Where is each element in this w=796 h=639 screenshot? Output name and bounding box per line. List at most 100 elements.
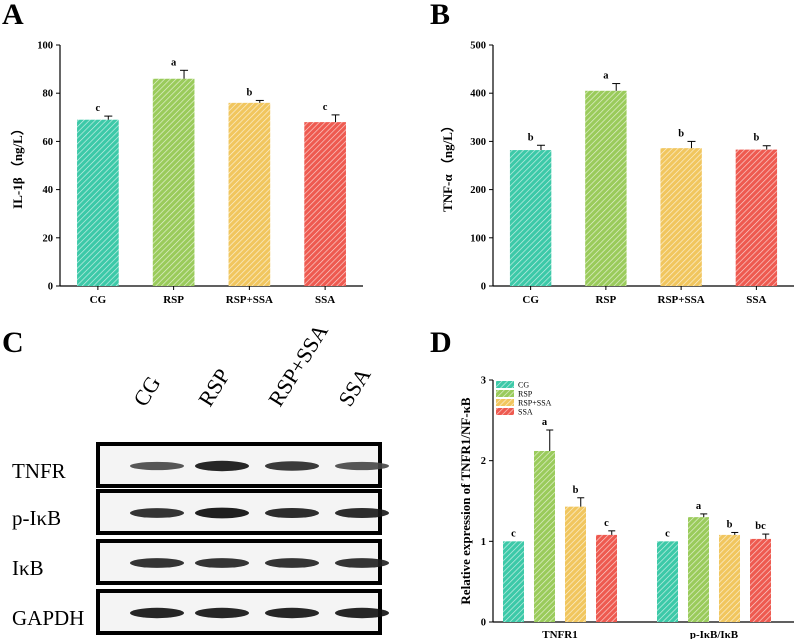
- d-bar-rsp-ssa: [719, 534, 740, 622]
- a-ytick-label: 40: [43, 185, 54, 196]
- b-bar-cg: [509, 150, 552, 286]
- b-ytick-label: 500: [470, 41, 486, 52]
- a-significance-label: c: [96, 103, 101, 114]
- b-ytick-label: 100: [470, 233, 486, 244]
- b-significance-label: b: [528, 132, 534, 143]
- panel-a: A 0 20 40 60 80 100 IL-1β （ng/L） c CG a RSP b RSP+SS…: [2, 0, 363, 306]
- d-bar-ssa: [596, 534, 617, 622]
- blot-band: [130, 461, 184, 471]
- a-ytick-label: 60: [43, 137, 54, 148]
- blot-band: [130, 607, 184, 619]
- blot-lane-label: RSP+SSA: [263, 319, 333, 410]
- b-significance-label: a: [603, 71, 609, 82]
- blot-lane-label: CG: [128, 371, 165, 410]
- a-ytick-label: 80: [43, 89, 54, 100]
- a-ytick-label: 20: [43, 233, 54, 244]
- a-bar-rsp-ssa: [228, 102, 271, 286]
- panel-b: B 0 100 200 300 400 500 TNF-α （ng/L） b CG a RSP b RS…: [430, 0, 794, 306]
- panel-d: D 0 1 2 3 Relative expression of TNFR1/NF-κB…: [430, 326, 794, 639]
- a-category-label: SSA: [315, 294, 335, 306]
- blot-band: [265, 461, 319, 471]
- blot-band: [335, 607, 389, 619]
- d-bar-rsp: [534, 450, 555, 622]
- d-bar-rsp: [688, 517, 709, 622]
- blot-band: [195, 558, 249, 568]
- b-ytick-label: 200: [470, 185, 486, 196]
- d-significance-label: b: [727, 519, 733, 530]
- d-ytick-label: 2: [481, 456, 486, 467]
- a-category-label: RSP+SSA: [226, 294, 273, 306]
- a-y-axis-title: IL-1β （ng/L）: [10, 122, 25, 209]
- blot-band: [335, 461, 389, 471]
- d-ytick-label: 3: [481, 376, 486, 387]
- a-bar-cg: [77, 119, 119, 287]
- a-ytick-label: 100: [37, 41, 53, 52]
- b-bar-ssa: [735, 149, 778, 286]
- b-bar-rsp-ssa: [660, 148, 702, 286]
- blot-row-label: IκB: [12, 556, 44, 580]
- b-ytick-label: 300: [470, 137, 486, 148]
- d-significance-label: a: [542, 417, 548, 428]
- blot-band: [195, 507, 249, 519]
- d-significance-label: a: [696, 501, 702, 512]
- blot-row-label: TNFR: [12, 459, 66, 483]
- b-ytick-label: 400: [470, 89, 486, 100]
- blot-band: [130, 558, 184, 568]
- a-significance-label: a: [171, 57, 177, 68]
- a-bar-rsp: [152, 78, 195, 287]
- b-category-label: RSP: [595, 294, 616, 306]
- d-legend-label: CG: [518, 381, 529, 390]
- blot-band: [130, 508, 184, 518]
- d-legend-swatch: [496, 381, 514, 388]
- blot-row-label: p-IκB: [12, 506, 61, 530]
- d-legend-swatch: [496, 399, 514, 406]
- d-legend-label: RSP: [518, 390, 533, 399]
- b-ytick-label: 0: [481, 282, 486, 293]
- panel-a-letter: A: [2, 0, 24, 31]
- b-category-label: CG: [522, 294, 539, 306]
- blot-band: [265, 507, 319, 519]
- d-bar-ssa: [750, 538, 771, 622]
- d-bar-cg: [503, 541, 524, 622]
- b-y-axis-title: TNF-α （ng/L）: [440, 119, 455, 212]
- d-bar-cg: [657, 541, 678, 622]
- b-significance-label: b: [678, 128, 684, 139]
- blot-band: [265, 558, 319, 568]
- d-legend-label: RSP+SSA: [518, 399, 552, 408]
- a-ytick-label: 0: [48, 282, 53, 293]
- b-category-label: RSP+SSA: [658, 294, 705, 306]
- d-ytick-label: 1: [481, 537, 486, 548]
- d-category-label: TNFR1: [542, 629, 577, 639]
- blot-band: [335, 507, 389, 519]
- a-significance-label: c: [323, 102, 328, 113]
- blot-band: [265, 607, 319, 619]
- d-significance-label: c: [604, 518, 609, 529]
- blot-row-label: GAPDH: [12, 606, 84, 630]
- d-legend-swatch: [496, 390, 514, 397]
- d-bar-rsp-ssa: [565, 506, 586, 622]
- d-significance-label: c: [511, 528, 516, 539]
- panel-b-letter: B: [430, 0, 450, 31]
- d-category-label: p-IκB/IκB: [690, 629, 739, 639]
- blot-band: [195, 460, 249, 472]
- d-significance-label: c: [665, 528, 670, 539]
- d-legend-label: SSA: [518, 408, 533, 417]
- panel-c: C CG RSP RSP+SSA SSA TNFR p-IκB IκB GAPDH: [2, 319, 389, 635]
- blot-band: [195, 607, 249, 619]
- a-category-label: CG: [90, 294, 107, 306]
- blot-lane-label: RSP: [193, 364, 235, 410]
- panel-c-letter: C: [2, 326, 24, 359]
- d-y-axis-title: Relative expression of TNFR1/NF-κB: [458, 397, 473, 604]
- d-significance-label: bc: [755, 521, 766, 532]
- panel-d-letter: D: [430, 326, 452, 359]
- b-category-label: SSA: [746, 294, 766, 306]
- a-significance-label: b: [246, 87, 252, 98]
- a-category-label: RSP: [163, 294, 184, 306]
- b-significance-label: b: [753, 133, 759, 144]
- b-bar-rsp: [585, 90, 627, 286]
- d-legend-swatch: [496, 408, 514, 415]
- d-significance-label: b: [573, 485, 579, 496]
- a-bar-ssa: [304, 122, 346, 287]
- d-ytick-label: 0: [481, 618, 486, 629]
